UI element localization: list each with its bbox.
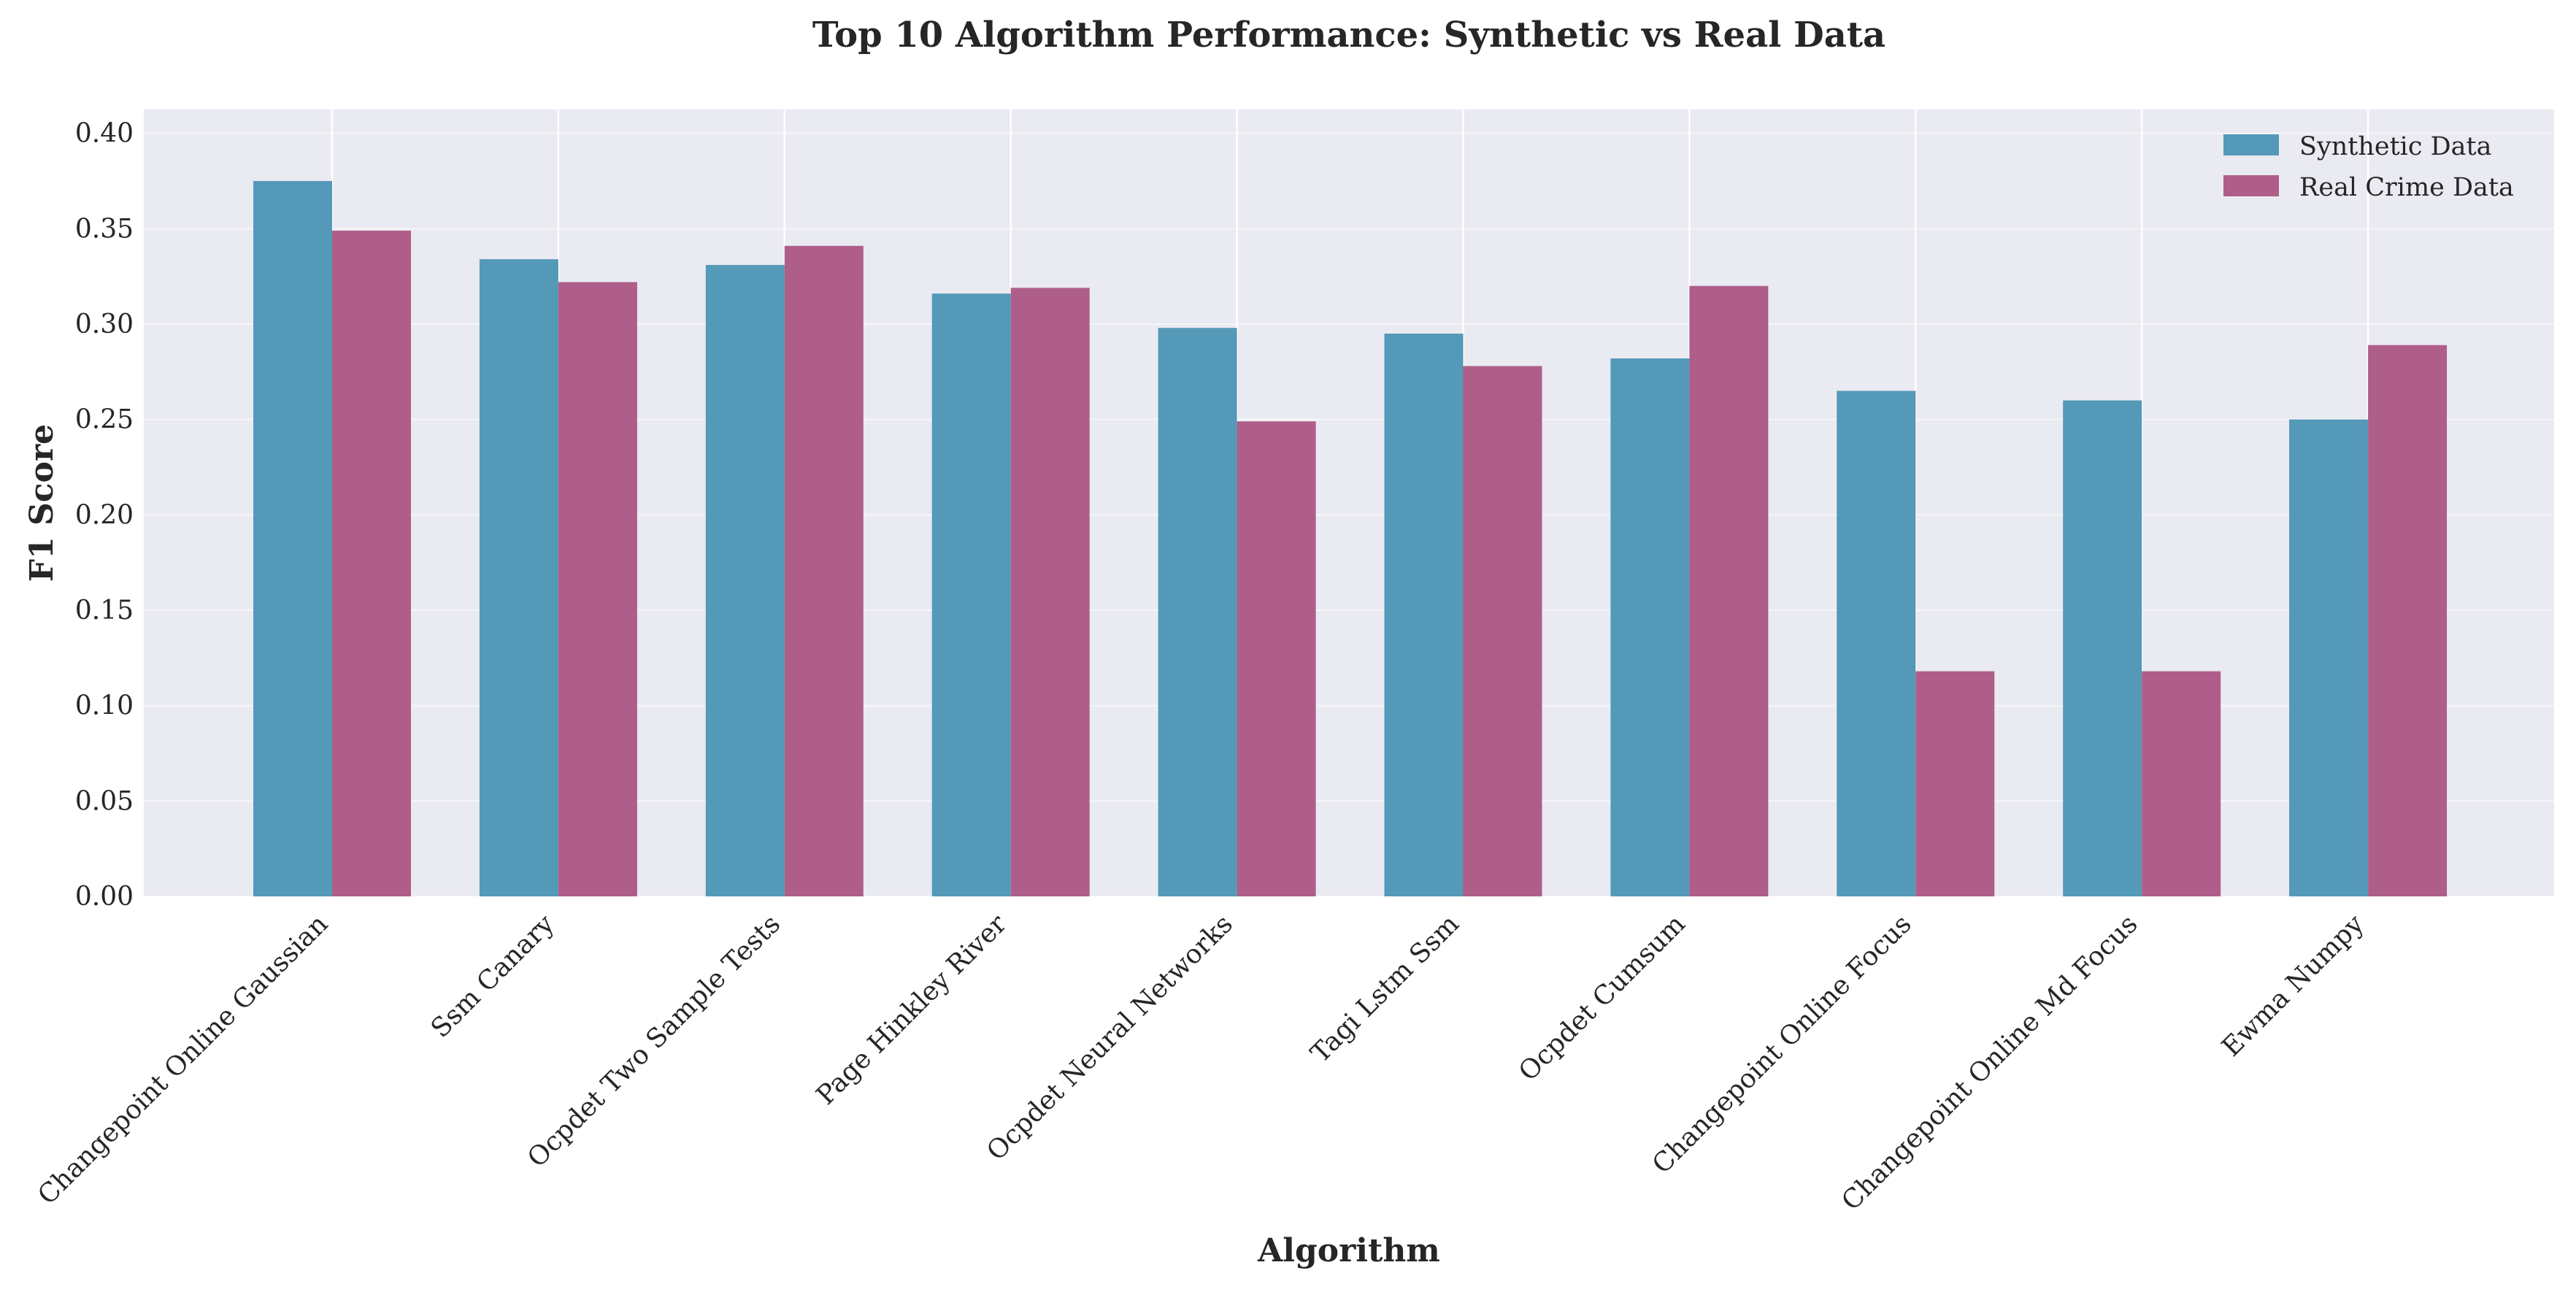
synthetic-data-bar — [1384, 334, 1464, 897]
y-tick-label: 0.40 — [75, 119, 134, 149]
y-tick-label: 0.15 — [75, 596, 134, 626]
x-tick-label: Ocpdet Cumsum — [1513, 909, 1691, 1087]
legend-swatch-real — [2223, 175, 2279, 196]
x-axis-ticks: Changepoint Online Gaussian Ssm CanaryOcp… — [32, 909, 2370, 1217]
bars — [253, 181, 2448, 897]
synthetic-data-bar — [479, 259, 558, 896]
legend-swatch-synthetic — [2223, 134, 2279, 155]
x-tick-label: Ocpdet Neural Networks — [981, 909, 1239, 1166]
chart-title: Top 10 Algorithm Performance: Synthetic … — [812, 15, 1885, 55]
y-tick-label: 0.00 — [75, 882, 134, 912]
x-axis-label: Algorithm — [1257, 1232, 1440, 1269]
y-tick-label: 0.25 — [75, 405, 134, 435]
synthetic-data-bar — [1610, 358, 1690, 896]
x-tick-label: Ocpdet Two Sample Tests — [522, 909, 786, 1173]
synthetic-data-bar — [1158, 328, 1237, 896]
real-crime-data-bar — [2368, 345, 2448, 896]
real-crime-data-bar — [1689, 285, 1769, 896]
synthetic-data-bar — [1837, 391, 1916, 896]
legend-label-synthetic: Synthetic Data — [2299, 132, 2491, 161]
real-crime-data-bar — [558, 282, 637, 896]
x-tick-label: Ewma Numpy — [2216, 909, 2370, 1063]
x-tick-label: Ssm Canary — [426, 909, 561, 1044]
synthetic-data-bar — [253, 181, 332, 896]
y-tick-label: 0.35 — [75, 214, 134, 244]
x-tick-label: Changepoint Online Focus — [1647, 909, 1918, 1180]
real-crime-data-bar — [784, 245, 864, 896]
synthetic-data-bar — [2289, 419, 2369, 896]
y-axis-ticks: 0.00 0.05 0.10 0.15 0.20 0.25 0.30 0.35 0.40 — [75, 119, 134, 912]
real-crime-data-bar — [332, 230, 411, 896]
x-tick-label: Changepoint Online Gaussian — [32, 909, 334, 1210]
y-tick-label: 0.30 — [75, 309, 134, 339]
real-crime-data-bar — [2142, 671, 2221, 896]
y-axis-label: F1 Score — [23, 424, 61, 582]
y-tick-label: 0.10 — [75, 691, 134, 721]
y-tick-label: 0.05 — [75, 786, 134, 816]
y-tick-label: 0.20 — [75, 500, 134, 530]
real-crime-data-bar — [1010, 288, 1090, 896]
synthetic-data-bar — [931, 293, 1011, 897]
x-tick-label: Tagi Lstm Ssm — [1305, 909, 1465, 1069]
legend-label-real: Real Crime Data — [2299, 173, 2514, 202]
real-crime-data-bar — [1237, 421, 1316, 896]
x-tick-label: Page Hinkley River — [811, 909, 1013, 1111]
synthetic-data-bar — [705, 264, 785, 896]
real-crime-data-bar — [1463, 366, 1542, 896]
real-crime-data-bar — [1915, 671, 1995, 896]
legend: Synthetic Data Real Crime Data — [2223, 132, 2514, 202]
synthetic-data-bar — [2063, 400, 2142, 896]
